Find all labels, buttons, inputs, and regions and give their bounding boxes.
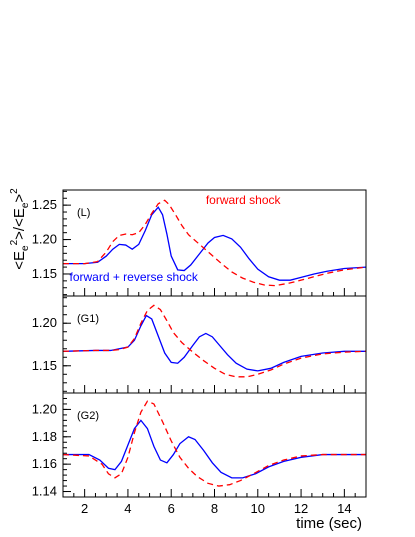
- series-line-0: [63, 419, 366, 479]
- panel-2: 1.14 1.16 1.18 1.20 (G2) 2 4 6 8 10 12 14: [32, 392, 367, 516]
- y-tick-label: 1.14: [32, 484, 57, 499]
- series-line-0: [63, 206, 366, 281]
- series-line-1: [63, 400, 366, 487]
- panel-label: (G2): [77, 410, 99, 422]
- panel-0: 1.15 1.20 1.25 (L) forward shock forward + re…: [32, 189, 367, 297]
- panel-label: (L): [77, 207, 90, 219]
- series-line-1: [63, 304, 366, 378]
- x-tick-label: 10: [251, 501, 265, 516]
- x-tick-label: 2: [81, 501, 88, 516]
- x-tick-label: 4: [124, 501, 131, 516]
- y-axis-label: <Ee2>/<Ee>2: [9, 188, 31, 270]
- annotation: forward + reverse shock: [69, 270, 198, 284]
- x-tick-label: 8: [211, 501, 218, 516]
- y-tick-label: 1.20: [32, 401, 57, 416]
- chart-panels: 1.15 1.20 1.25 (L) forward shock forward + re…: [32, 189, 367, 516]
- y-tick-label: 1.20: [32, 315, 57, 330]
- y-tick-label: 1.16: [32, 456, 57, 471]
- y-tick-label: 1.25: [32, 197, 57, 212]
- y-tick-label: 1.15: [32, 358, 57, 373]
- x-tick-label: 12: [294, 501, 308, 516]
- series-line-0: [63, 314, 366, 372]
- annotation: forward shock: [206, 193, 282, 207]
- x-tick-label: 14: [337, 501, 351, 516]
- y-tick-label: 1.18: [32, 429, 57, 444]
- panel-frame: [62, 295, 367, 394]
- y-tick-label: 1.20: [32, 232, 57, 247]
- series-line-1: [63, 199, 366, 287]
- x-tick-label: 6: [168, 501, 175, 516]
- x-axis-label: time (sec): [296, 515, 362, 532]
- panel-1: 1.15 1.20 (G1): [32, 295, 367, 394]
- y-tick-label: 1.15: [32, 266, 57, 281]
- panel-label: (G1): [77, 313, 99, 325]
- panel-frame: [62, 392, 367, 498]
